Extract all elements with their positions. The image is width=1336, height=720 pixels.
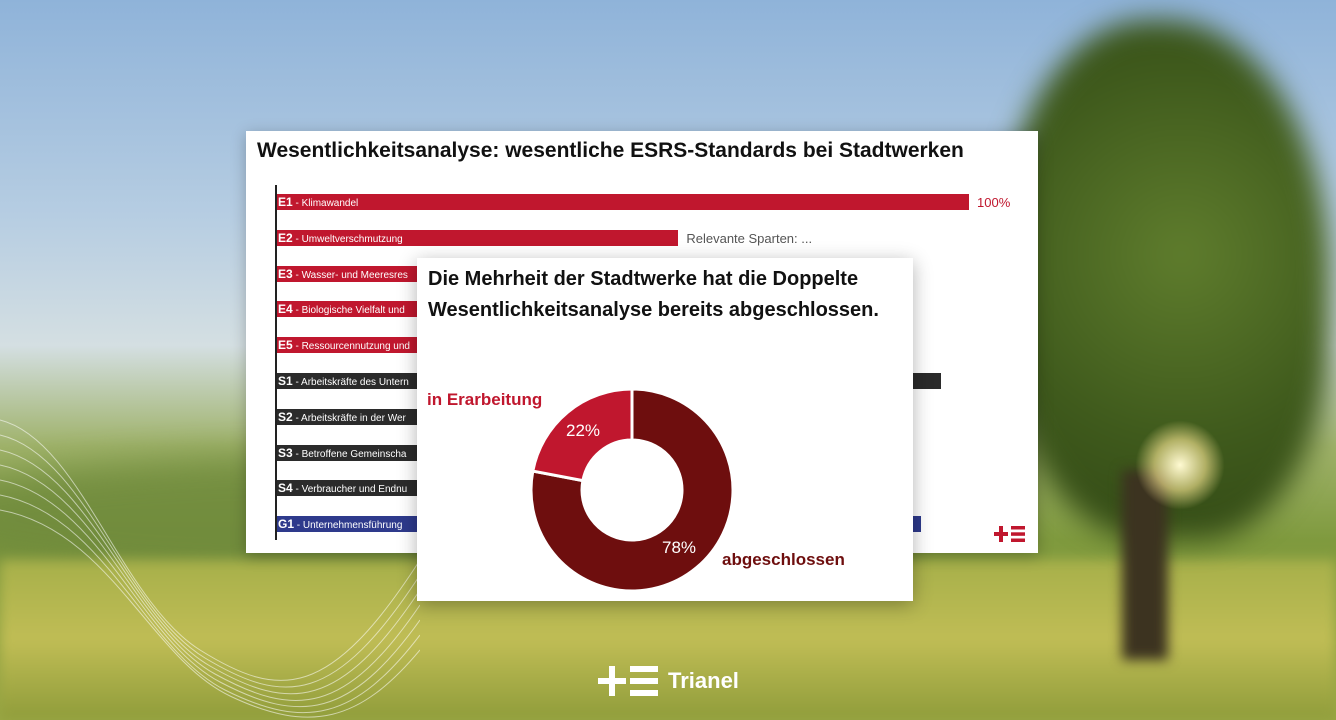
brand-name: Trianel [668, 668, 739, 693]
bar-s4 [277, 480, 417, 497]
bar-label-s3: S3 - Betroffene Gemeinscha [278, 445, 407, 460]
bar-value-e1: 100% [977, 195, 1011, 210]
donut-chart-card: Die Mehrheit der Stadtwerke hat die Dopp… [417, 258, 913, 601]
trianel-plus-e-logo-icon [598, 666, 658, 696]
bar-label-e5: E5 - Ressourcennutzung und [278, 338, 410, 353]
donut-slice-in-erarbeitung [531, 387, 634, 483]
bar-label-e1: E1 - Klimawandel [278, 195, 359, 209]
donut-chart-heading: Die Mehrheit der Stadtwerke hat die Dopp… [428, 268, 879, 321]
slice-value-in-erarbeitung: 22% [566, 421, 601, 440]
bar-e1 [277, 194, 969, 210]
bar-e3 [277, 265, 417, 282]
bar-label-g1: G1 - Unternehmensführung [278, 517, 403, 532]
bar-label-s1: S1 - Arbeitskräfte des Untern [278, 374, 409, 388]
bar-label-e3: E3 - Wasser- und Meeresres [278, 266, 408, 281]
bar-label-e4: E4 - Biologische Vielfalt und [278, 302, 405, 317]
brand-footer: Trianel [598, 664, 739, 698]
bar-s3 [277, 444, 417, 461]
bar-chart-axis [275, 185, 277, 540]
legend-label-abgeschlossen: abgeschlossen [722, 550, 845, 569]
bar-e2 [277, 229, 679, 246]
bar-s2 [277, 408, 417, 425]
background-sun [1135, 420, 1225, 510]
bar-e5 [277, 337, 417, 354]
slice-value-abgeschlossen: 78% [662, 538, 697, 557]
bar-label-s2: S2 - Arbeitskräfte in der Wer [278, 409, 406, 424]
legend-label-in-erarbeitung: in Erarbeitung [427, 390, 543, 409]
bar-e4 [277, 301, 417, 318]
trianel-logo-icon [994, 526, 1025, 542]
bar-value-e2: Relevante Sparten: ... [686, 230, 813, 246]
donut-slice-abgeschlossen [529, 387, 735, 593]
donut-chart [529, 387, 735, 593]
bar-chart-title: Wesentlichkeitsanalyse: wesentliche ESRS… [257, 139, 964, 162]
bar-label-s4: S4 - Verbraucher und Endnu [278, 481, 408, 496]
bar-label-e2: E2 - Umweltverschmutzung [278, 230, 403, 245]
background-wave-lines [0, 419, 420, 718]
